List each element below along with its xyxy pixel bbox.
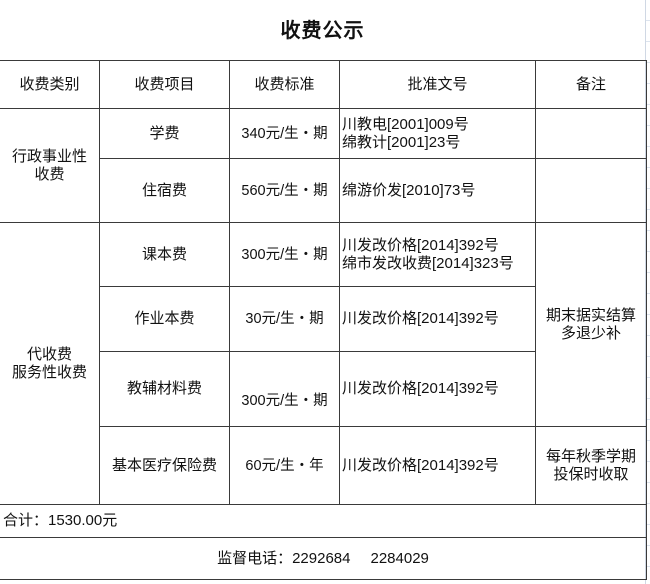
remarks-cell — [535, 158, 647, 223]
approval-cell: 绵游价发[2010]73号 — [339, 158, 536, 223]
item-cell: 作业本费 — [99, 286, 230, 352]
approval-cell: 川发改价格[2014]392号 — [339, 286, 536, 352]
total-row: 合计：1530.00元 — [0, 504, 647, 538]
standard-cell: 300元/生・期 — [229, 351, 340, 427]
table-row: 教辅材料费 300元/生・期 川发改价格[2014]392号 — [0, 351, 647, 427]
item-cell: 教辅材料费 — [99, 351, 230, 427]
remarks-cell — [535, 108, 647, 159]
phone-row: 监督电话：2292684 2284029 — [0, 537, 647, 580]
standard-cell: 560元/生・期 — [229, 158, 340, 223]
category-cell: 行政事业性 收费 — [0, 108, 100, 223]
table-row: 代收费 服务性收费 课本费 300元/生・期 川发改价格[2014]392号 绵市发… — [0, 222, 647, 505]
item-cell: 学费 — [99, 108, 230, 159]
category-cell: 代收费 服务性收费 — [0, 222, 100, 505]
table-row: 作业本费 30元/生・期 川发改价格[2014]392号 — [0, 286, 647, 352]
table-row: 行政事业性 收费 学费 340元/生・期 川教电[2001]009号 绵教计[200… — [0, 108, 647, 223]
standard-cell: 300元/生・期 — [229, 222, 340, 287]
supervision-phone: 监督电话：2292684 2284029 — [0, 537, 647, 580]
header-approval: 批准文号 — [339, 60, 536, 109]
header-row: 收费类别 收费项目 收费标准 批准文号 备注 — [0, 60, 647, 109]
standard-cell: 340元/生・期 — [229, 108, 340, 159]
approval-cell: 川教电[2001]009号 绵教计[2001]23号 — [339, 108, 536, 159]
header-remarks: 备注 — [535, 60, 647, 109]
table-row: 基本医疗保险费 60元/生・年 川发改价格[2014]392号 每年秋季学期 投保… — [0, 426, 647, 505]
standard-cell: 60元/生・年 — [229, 426, 340, 505]
item-cell: 课本费 — [99, 222, 230, 287]
standard-cell: 30元/生・期 — [229, 286, 340, 352]
approval-cell: 川发改价格[2014]392号 绵市发改收费[2014]323号 — [339, 222, 536, 287]
approval-cell: 川发改价格[2014]392号 — [339, 426, 536, 505]
item-cell: 住宿费 — [99, 158, 230, 223]
approval-cell: 川发改价格[2014]392号 — [339, 351, 536, 427]
header-item: 收费项目 — [99, 60, 230, 109]
header-standard: 收费标准 — [229, 60, 340, 109]
remarks-cell: 每年秋季学期 投保时收取 — [535, 426, 647, 505]
total-amount: 合计：1530.00元 — [0, 504, 647, 538]
page-title: 收费公示 — [280, 20, 365, 42]
table-row: 住宿费 560元/生・期 绵游价发[2010]73号 — [0, 158, 647, 223]
item-cell: 基本医疗保险费 — [99, 426, 230, 505]
header-category: 收费类别 — [0, 60, 100, 109]
fee-table: 收费类别 收费项目 收费标准 批准文号 备注 行政事业性 收费 学费 340元/生… — [0, 60, 647, 580]
remarks-cell: 期末据实结算 多退少补 — [535, 222, 647, 427]
